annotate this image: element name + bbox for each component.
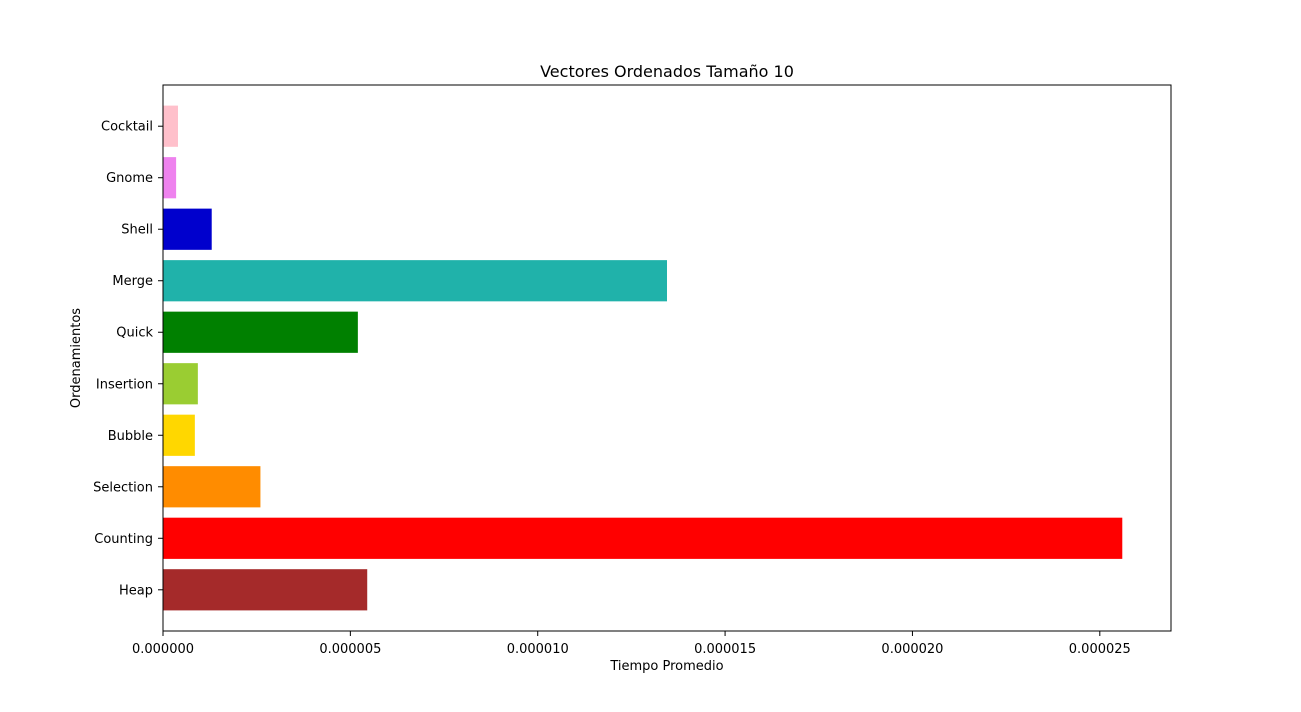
y-tick-label: Gnome bbox=[106, 171, 153, 186]
bar-merge bbox=[163, 260, 667, 302]
x-axis: 0.000000 0.000005 0.000010 0.000015 0.000020… bbox=[132, 631, 1131, 657]
y-axis: Heap Counting Selection Bubble Insertion Quic… bbox=[93, 120, 163, 598]
bar-selection bbox=[163, 466, 261, 508]
x-tick-label: 0.000025 bbox=[1069, 642, 1131, 657]
bar-heap bbox=[163, 569, 368, 611]
bar-counting bbox=[163, 517, 1123, 559]
y-tick-label: Merge bbox=[112, 274, 153, 289]
y-axis-label: Ordenamientos bbox=[69, 308, 84, 408]
y-tick-label: Heap bbox=[119, 583, 153, 598]
chart-title: Vectores Ordenados Tamaño 10 bbox=[540, 62, 794, 81]
y-tick-label: Insertion bbox=[96, 377, 153, 392]
x-tick-label: 0.000020 bbox=[881, 642, 943, 657]
bar-bubble bbox=[163, 414, 195, 456]
bar-gnome bbox=[163, 157, 177, 199]
bar-quick bbox=[163, 311, 358, 353]
y-tick-label: Counting bbox=[94, 532, 153, 547]
bar-insertion bbox=[163, 363, 198, 405]
x-tick-label: 0.000005 bbox=[319, 642, 381, 657]
x-tick-label: 0.000015 bbox=[694, 642, 756, 657]
y-tick-label: Bubble bbox=[108, 429, 153, 444]
bar-cocktail bbox=[163, 105, 178, 147]
bar-shell bbox=[163, 208, 212, 250]
y-tick-label: Quick bbox=[116, 326, 153, 341]
bars-group bbox=[163, 105, 1123, 611]
y-tick-label: Selection bbox=[93, 480, 153, 495]
plot-frame bbox=[162, 84, 1172, 632]
y-tick-label: Cocktail bbox=[101, 120, 153, 135]
x-tick-label: 0.000000 bbox=[132, 642, 194, 657]
y-tick-label: Shell bbox=[121, 223, 153, 238]
x-tick-label: 0.000010 bbox=[507, 642, 569, 657]
x-axis-label: Tiempo Promedio bbox=[609, 659, 723, 674]
